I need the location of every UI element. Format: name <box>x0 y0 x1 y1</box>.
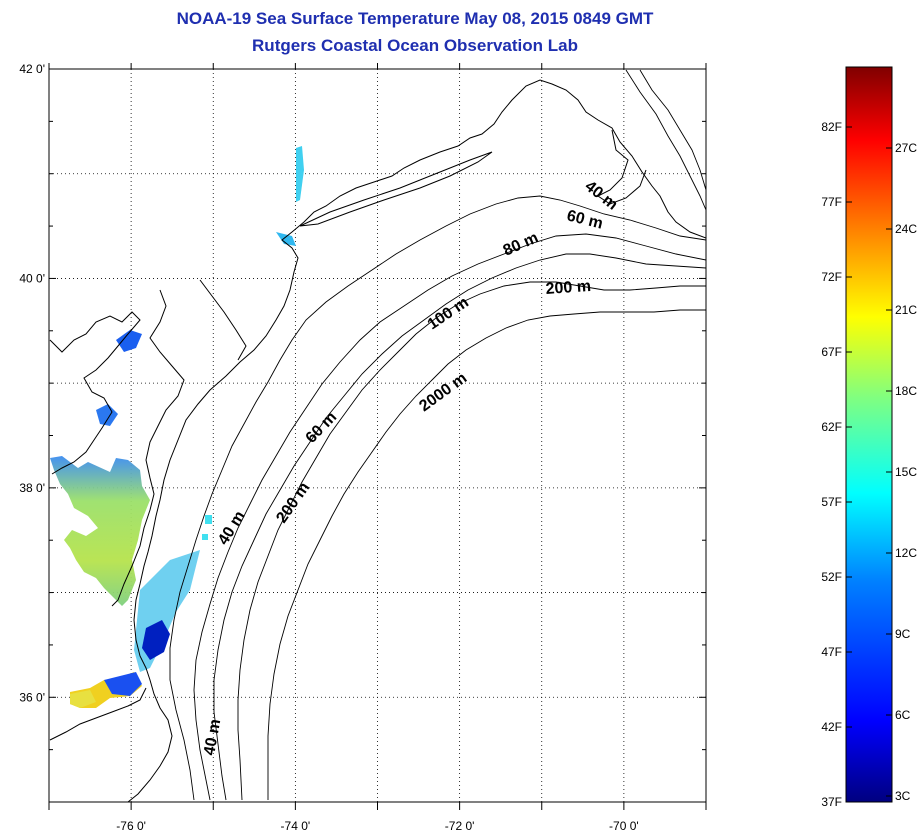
longitude-labels: -76 0' -74 0' -72 0' -70 0' <box>116 819 638 832</box>
colorbar-label-f: 52F <box>821 570 842 584</box>
sst-cold-patch <box>142 620 170 660</box>
sst-pixel <box>202 534 208 540</box>
colorbar-label-f: 82F <box>821 120 842 134</box>
chart-subtitle: Rutgers Coastal Ocean Observation Lab <box>252 36 578 55</box>
colorbar-label-f: 37F <box>821 795 842 809</box>
colorbar-label-c: 24C <box>895 222 917 236</box>
longitude-label: -70 0' <box>609 819 639 832</box>
sst-nyharbor-patch <box>276 232 296 246</box>
colorbar-label-c: 15C <box>895 465 917 479</box>
colorbar <box>845 66 893 803</box>
long-island <box>299 151 493 227</box>
bay-shoreline-east <box>111 289 185 607</box>
colorbar-label-c: 21C <box>895 303 917 317</box>
nc-coast <box>49 687 147 741</box>
longitude-label: -74 0' <box>281 819 311 832</box>
longitude-label: -72 0' <box>445 819 475 832</box>
sst-bay-patch <box>50 456 150 606</box>
latitude-label: 36 0' <box>19 690 45 704</box>
colorbar-label-c: 3C <box>895 789 911 803</box>
isobath-lines <box>169 69 706 801</box>
bay-shoreline-west <box>49 311 141 475</box>
chart-title: NOAA-19 Sea Surface Temperature May 08, … <box>176 9 654 28</box>
capecod-coast <box>597 129 647 205</box>
sst-sound-blue <box>104 672 142 696</box>
sst-bay-upper-2 <box>96 404 118 426</box>
latitude-label: 42 0' <box>19 62 45 76</box>
colorbar-label-f: 47F <box>821 645 842 659</box>
sst-pixel <box>205 515 212 524</box>
delmarva-coast <box>199 279 247 361</box>
colorbar-label-c: 6C <box>895 708 911 722</box>
colorbar-label-c: 9C <box>895 627 911 641</box>
sst-sound-green <box>70 690 96 708</box>
colorbar-label-f: 72F <box>821 270 842 284</box>
colorbar-label-f: 42F <box>821 720 842 734</box>
colorbar-label-c: 27C <box>895 141 917 155</box>
sst-hudson-patch <box>296 146 304 202</box>
map-frame <box>48 68 707 803</box>
longitude-label: -76 0' <box>116 819 146 832</box>
colorbar-ticks: 82F 77F 72F 67F 62F 57F 52F 47F 42F 37F 27C 24C 21C 1… <box>821 120 917 809</box>
latitude-labels: 42 0' 40 0' 38 0' 36 0' <box>19 62 45 704</box>
colorbar-label-c: 18C <box>895 384 917 398</box>
sst-bay-upper <box>116 330 142 352</box>
colorbar-label-c: 12C <box>895 546 917 560</box>
latitude-label: 40 0' <box>19 271 45 285</box>
colorbar-label-f: 67F <box>821 345 842 359</box>
isobath-label: 200 m <box>545 278 591 298</box>
latitude-label: 38 0' <box>19 481 45 495</box>
colorbar-label-f: 77F <box>821 195 842 209</box>
isobath-label: 40 m <box>201 718 224 757</box>
axis-ticks <box>48 63 707 810</box>
colorbar-label-f: 57F <box>821 495 842 509</box>
colorbar-label-f: 62F <box>821 420 842 434</box>
coastline <box>127 79 706 802</box>
